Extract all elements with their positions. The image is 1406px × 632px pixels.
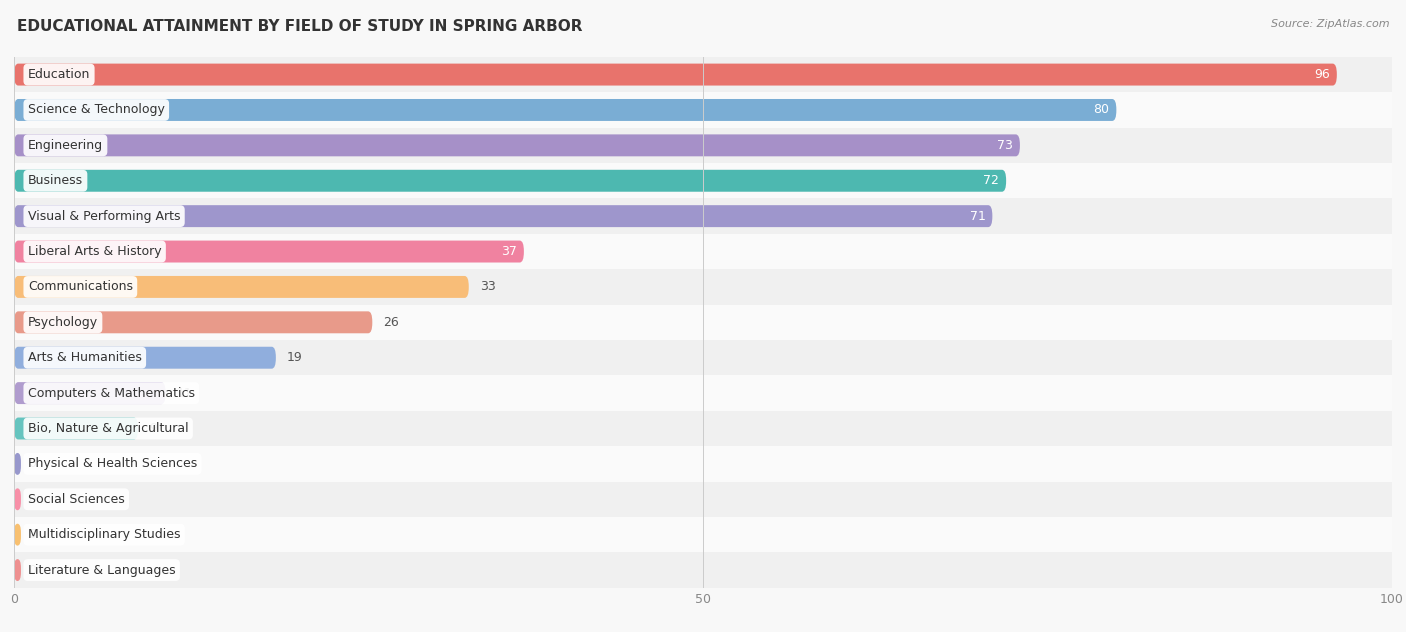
Text: 33: 33 <box>479 281 495 293</box>
Text: 72: 72 <box>983 174 1000 187</box>
Text: 0: 0 <box>28 458 35 470</box>
Text: Engineering: Engineering <box>28 139 103 152</box>
Text: Computers & Mathematics: Computers & Mathematics <box>28 387 195 399</box>
Bar <box>14 234 1392 269</box>
FancyBboxPatch shape <box>14 559 21 581</box>
Text: Bio, Nature & Agricultural: Bio, Nature & Agricultural <box>28 422 188 435</box>
FancyBboxPatch shape <box>14 241 524 262</box>
Text: 96: 96 <box>1315 68 1330 81</box>
Bar <box>14 163 1392 198</box>
Text: Communications: Communications <box>28 281 132 293</box>
FancyBboxPatch shape <box>14 99 1116 121</box>
Bar <box>14 269 1392 305</box>
Text: Liberal Arts & History: Liberal Arts & History <box>28 245 162 258</box>
FancyBboxPatch shape <box>14 382 166 404</box>
Text: Literature & Languages: Literature & Languages <box>28 564 176 576</box>
Text: 11: 11 <box>177 387 193 399</box>
Bar <box>14 92 1392 128</box>
Text: EDUCATIONAL ATTAINMENT BY FIELD OF STUDY IN SPRING ARBOR: EDUCATIONAL ATTAINMENT BY FIELD OF STUDY… <box>17 19 582 34</box>
FancyBboxPatch shape <box>14 205 993 227</box>
Bar <box>14 57 1392 92</box>
FancyBboxPatch shape <box>14 418 138 439</box>
Text: Education: Education <box>28 68 90 81</box>
Text: 71: 71 <box>970 210 986 222</box>
Text: 0: 0 <box>28 528 35 541</box>
Bar <box>14 375 1392 411</box>
Text: Arts & Humanities: Arts & Humanities <box>28 351 142 364</box>
Text: 26: 26 <box>384 316 399 329</box>
FancyBboxPatch shape <box>14 489 21 510</box>
Text: Physical & Health Sciences: Physical & Health Sciences <box>28 458 197 470</box>
Text: 0: 0 <box>28 493 35 506</box>
Text: Psychology: Psychology <box>28 316 98 329</box>
Text: Business: Business <box>28 174 83 187</box>
Text: 37: 37 <box>501 245 517 258</box>
FancyBboxPatch shape <box>14 276 468 298</box>
FancyBboxPatch shape <box>14 170 1007 191</box>
Bar <box>14 446 1392 482</box>
FancyBboxPatch shape <box>14 135 1019 156</box>
Bar <box>14 517 1392 552</box>
Text: Visual & Performing Arts: Visual & Performing Arts <box>28 210 180 222</box>
FancyBboxPatch shape <box>14 524 21 545</box>
Text: Source: ZipAtlas.com: Source: ZipAtlas.com <box>1271 19 1389 29</box>
Text: 0: 0 <box>28 564 35 576</box>
Text: 73: 73 <box>997 139 1014 152</box>
Text: 80: 80 <box>1094 104 1109 116</box>
Bar <box>14 411 1392 446</box>
FancyBboxPatch shape <box>14 453 21 475</box>
FancyBboxPatch shape <box>14 347 276 368</box>
Bar <box>14 340 1392 375</box>
Text: Science & Technology: Science & Technology <box>28 104 165 116</box>
Bar <box>14 305 1392 340</box>
FancyBboxPatch shape <box>14 312 373 333</box>
Bar <box>14 552 1392 588</box>
Text: Social Sciences: Social Sciences <box>28 493 125 506</box>
FancyBboxPatch shape <box>14 64 1337 85</box>
Bar <box>14 128 1392 163</box>
Text: 19: 19 <box>287 351 302 364</box>
Bar <box>14 198 1392 234</box>
Bar <box>14 482 1392 517</box>
Text: Multidisciplinary Studies: Multidisciplinary Studies <box>28 528 180 541</box>
Text: 9: 9 <box>149 422 157 435</box>
